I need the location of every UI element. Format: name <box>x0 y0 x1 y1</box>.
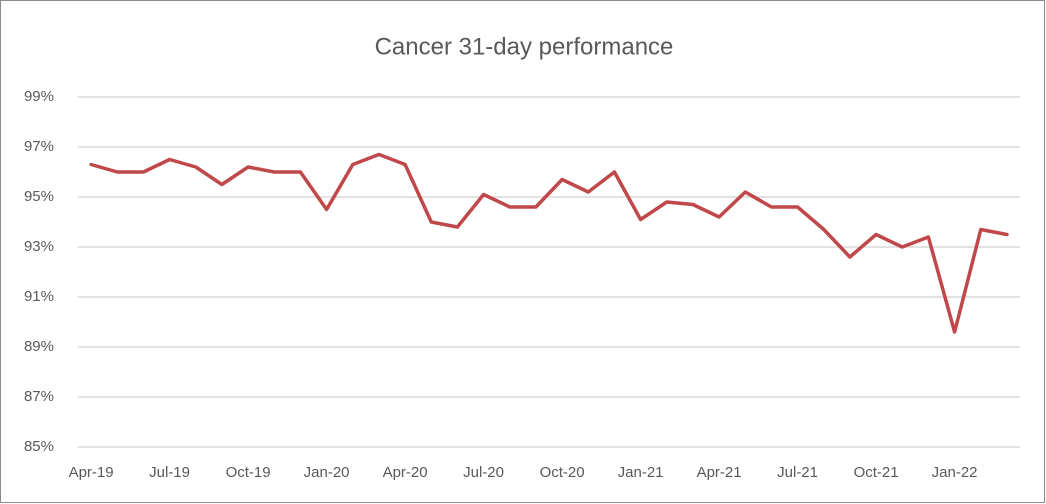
x-tick-label: Apr-21 <box>697 464 742 481</box>
y-tick-label: 99% <box>24 88 54 105</box>
x-tick-label: Jan-22 <box>932 464 978 481</box>
y-tick-label: 87% <box>24 388 54 405</box>
y-tick-label: 91% <box>24 288 54 305</box>
data-line <box>89 152 1009 334</box>
x-tick-label: Oct-20 <box>540 464 585 481</box>
x-tick-label: Jul-20 <box>463 464 504 481</box>
y-tick-label: 85% <box>24 438 54 455</box>
y-tick-label: 97% <box>24 138 54 155</box>
x-tick-label: Oct-19 <box>226 464 271 481</box>
y-tick-label: 95% <box>24 188 54 205</box>
x-tick-label: Jan-21 <box>618 464 664 481</box>
x-tick-label: Jul-21 <box>777 464 818 481</box>
x-tick-label: Jan-20 <box>304 464 350 481</box>
x-tick-label: Apr-20 <box>383 464 428 481</box>
y-tick-label: 93% <box>24 238 54 255</box>
y-tick-label: 89% <box>24 338 54 355</box>
x-tick-label: Oct-21 <box>854 464 899 481</box>
x-tick-label: Apr-19 <box>69 464 114 481</box>
x-tick-label: Jul-19 <box>149 464 190 481</box>
chart-title: Cancer 31-day performance <box>375 33 674 60</box>
